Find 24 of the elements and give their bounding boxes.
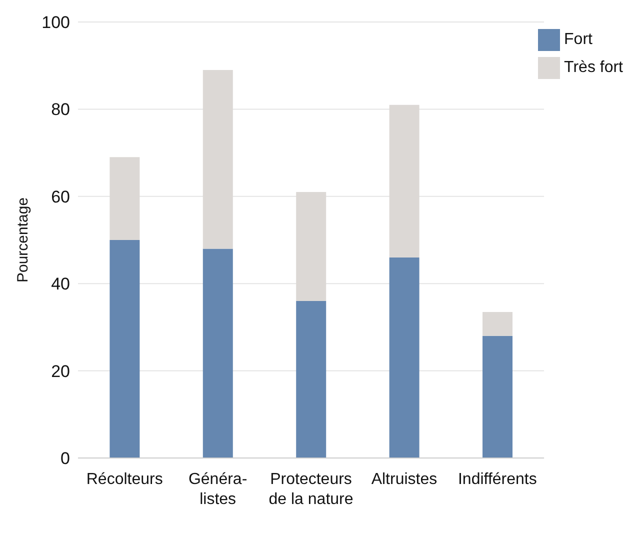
x-tick-label: Généra- listes: [188, 471, 248, 508]
y-tick-label: 20: [51, 362, 70, 381]
x-tick-label: Récolteurs: [86, 471, 163, 488]
bar: [389, 104, 420, 258]
legend-label: Très fort: [564, 59, 623, 76]
y-tick-label: 80: [51, 100, 70, 120]
x-tick-label: Indifférents: [458, 471, 537, 488]
bar: [110, 157, 140, 240]
y-tick-label: 40: [51, 274, 70, 294]
bar: [482, 312, 513, 336]
y-tick-label: 0: [60, 449, 70, 468]
x-tick-label: Altruistes: [371, 471, 438, 488]
x-tick-label: Protecteurs de la nature: [268, 471, 354, 508]
bar: [202, 70, 233, 249]
y-tick-label: 100: [42, 13, 70, 32]
bar: [202, 248, 233, 458]
bar: [389, 257, 420, 458]
bar: [482, 336, 513, 458]
y-axis-title: Pourcentage: [14, 197, 32, 283]
bar: [110, 240, 140, 458]
bar: [296, 301, 326, 458]
bar: [296, 192, 326, 302]
legend-label: Fort: [564, 31, 592, 48]
y-tick-label: 60: [51, 187, 70, 206]
